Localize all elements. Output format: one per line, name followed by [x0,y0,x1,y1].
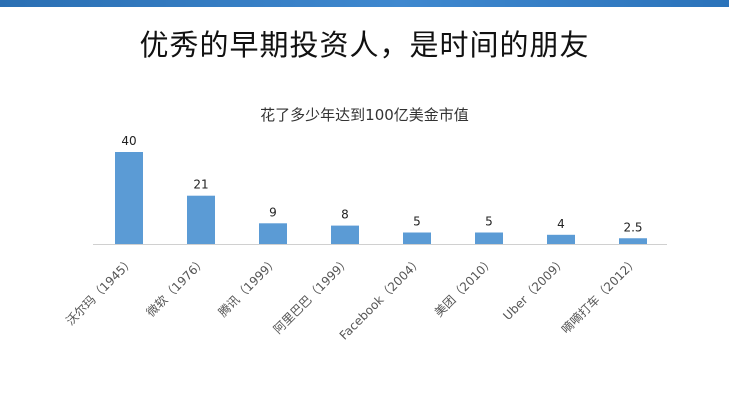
bar-8 [619,238,647,244]
bar-1 [115,152,143,244]
value-label-group: 40 21 9 8 5 5 4 2.5 [121,134,642,234]
category-label-3: 腾讯（1999） [215,254,281,320]
category-label-5: Facebook（2004） [337,254,425,342]
value-label-6: 5 [485,215,493,229]
value-label-5: 5 [413,215,421,229]
bar-6 [475,232,503,244]
bar-7 [547,234,575,244]
value-label-2: 21 [193,178,208,192]
top-accent-bar [0,0,729,7]
chart-title: 花了多少年达到100亿美金市值 [260,106,469,124]
category-label-2: 微软（1976） [144,254,209,319]
bar-3 [259,223,287,244]
bar-4 [331,225,359,244]
category-label-4: 阿里巴巴（1999） [271,254,353,336]
category-label-6: 美团（2010） [432,254,497,319]
category-label-group: 沃尔玛（1945） 微软（1976） 腾讯（1999）阿里巴巴（1999）Faceb… [62,254,641,343]
slide-title: 优秀的早期投资人，是时间的朋友 [139,28,590,62]
category-label-7: Uber（2009） [500,254,569,323]
category-label-8: 嘀嘀打车（2012） [558,254,641,337]
bar-2 [187,195,215,244]
value-label-1: 40 [121,134,136,148]
value-label-7: 4 [557,217,565,231]
value-label-3: 9 [269,205,277,219]
value-label-8: 2.5 [623,220,642,234]
category-label-1: 沃尔玛（1945） [62,254,137,329]
bar-group [115,152,647,244]
bar-5 [403,232,431,244]
value-label-4: 8 [341,208,349,222]
